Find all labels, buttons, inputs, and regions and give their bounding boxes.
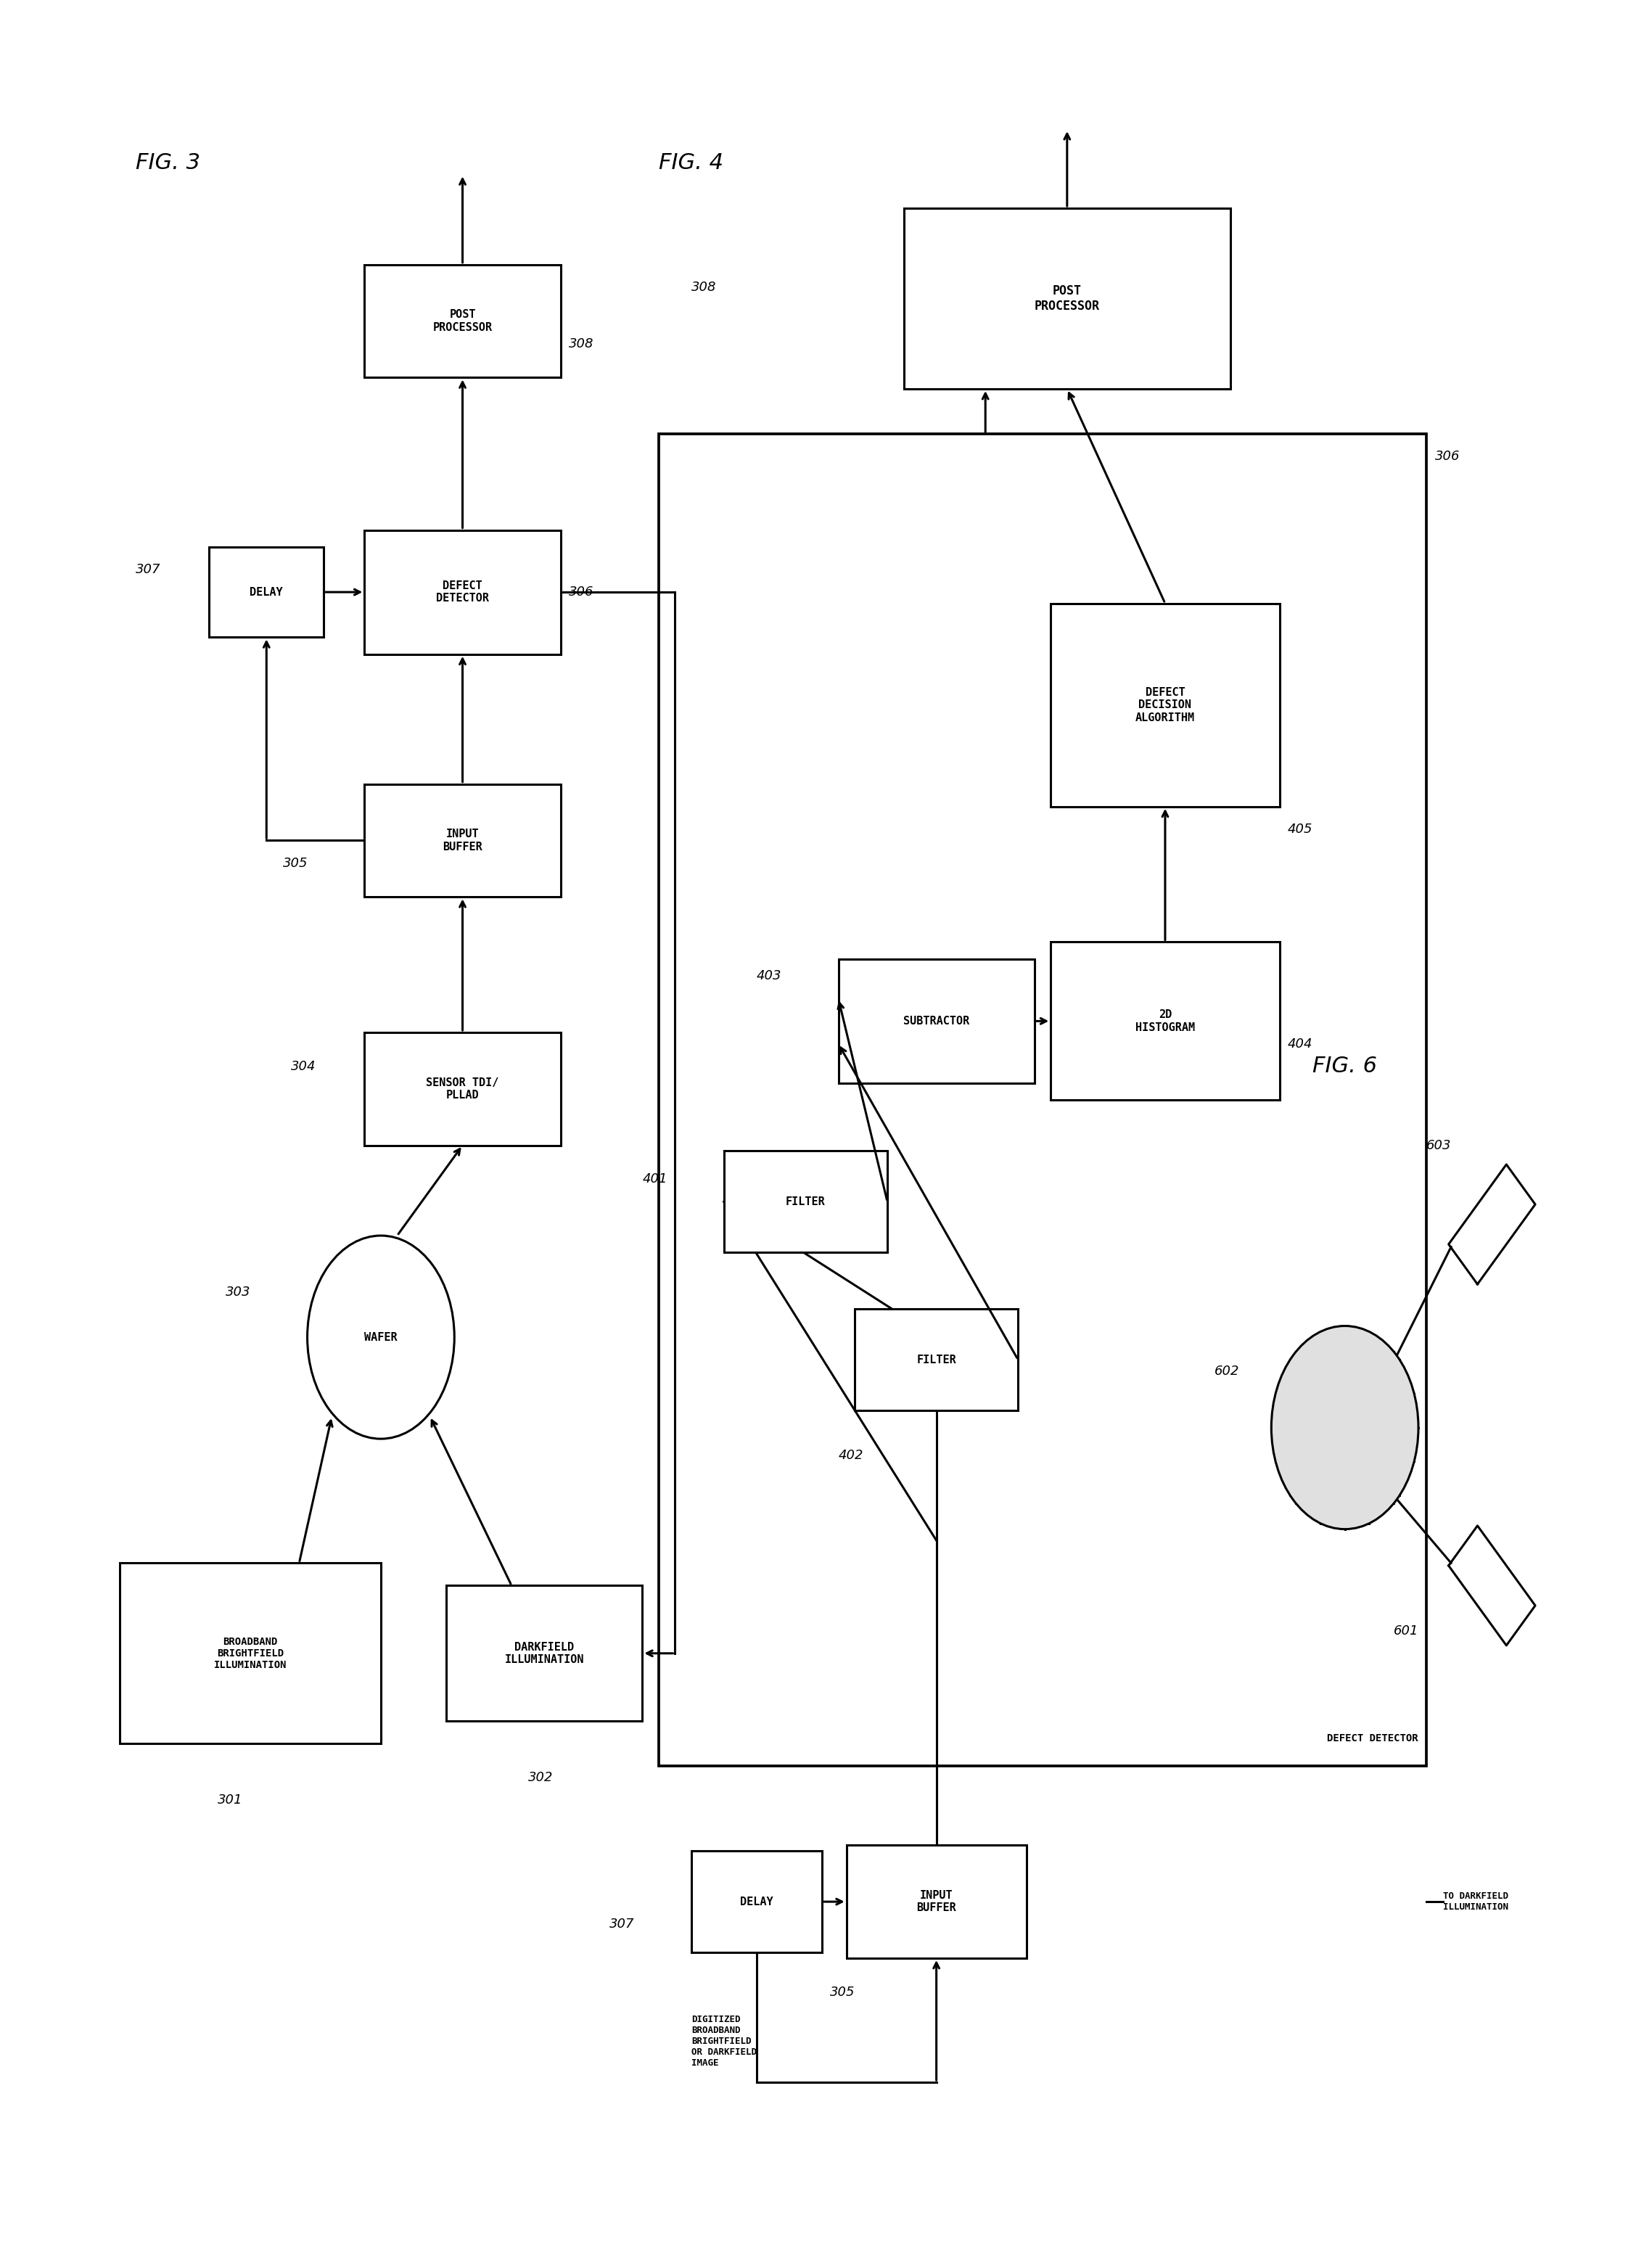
FancyBboxPatch shape [838,959,1034,1084]
Text: 603: 603 [1427,1139,1452,1152]
FancyBboxPatch shape [365,785,561,896]
Text: 602: 602 [1215,1365,1240,1377]
Text: INPUT
BUFFER: INPUT BUFFER [916,1889,957,1914]
Text: 401: 401 [643,1173,667,1186]
Text: DIGITIZED
BROADBAND
BRIGHTFIELD
OR DARKFIELD
IMAGE: DIGITIZED BROADBAND BRIGHTFIELD OR DARKF… [690,2014,756,2068]
Text: DELAY: DELAY [250,587,283,596]
Text: 308: 308 [690,281,717,295]
Text: TO DARKFIELD
ILLUMINATION: TO DARKFIELD ILLUMINATION [1443,1892,1508,1912]
Text: DEFECT
DETECTOR: DEFECT DETECTOR [436,581,488,603]
Text: 403: 403 [756,968,781,982]
Text: 307: 307 [136,562,161,576]
Text: 2D
HISTOGRAM: 2D HISTOGRAM [1136,1009,1195,1032]
Text: 308: 308 [569,338,593,349]
FancyBboxPatch shape [209,547,324,637]
Text: 301: 301 [217,1794,242,1808]
Text: 306: 306 [1435,449,1460,463]
Text: DEFECT DETECTOR: DEFECT DETECTOR [1327,1733,1419,1744]
Text: 305: 305 [283,857,307,869]
Text: 404: 404 [1287,1036,1312,1050]
Text: 306: 306 [569,585,593,599]
FancyBboxPatch shape [1051,941,1279,1100]
FancyBboxPatch shape [847,1846,1026,1957]
Text: 307: 307 [610,1919,635,1930]
FancyBboxPatch shape [855,1309,1018,1411]
FancyBboxPatch shape [690,1851,822,1953]
FancyBboxPatch shape [365,1032,561,1145]
FancyBboxPatch shape [120,1563,381,1744]
Text: DARKFIELD
ILLUMINATION: DARKFIELD ILLUMINATION [505,1642,584,1665]
FancyBboxPatch shape [723,1150,888,1252]
Circle shape [1271,1327,1419,1529]
FancyBboxPatch shape [904,209,1230,388]
Text: SUBTRACTOR: SUBTRACTOR [903,1016,970,1027]
Text: POST
PROCESSOR: POST PROCESSOR [1034,284,1100,313]
Bar [659,433,1427,1767]
Circle shape [307,1236,454,1438]
Text: POST
PROCESSOR: POST PROCESSOR [432,308,492,333]
FancyBboxPatch shape [365,265,561,376]
Text: FILTER: FILTER [786,1195,825,1207]
FancyBboxPatch shape [446,1585,643,1721]
Text: DELAY: DELAY [740,1896,773,1907]
Text: FILTER: FILTER [916,1354,957,1365]
Text: 402: 402 [838,1449,863,1463]
Text: FIG. 4: FIG. 4 [659,152,723,175]
Text: INPUT
BUFFER: INPUT BUFFER [442,828,482,853]
Text: 304: 304 [291,1059,316,1073]
Text: SENSOR TDI/
PLLAD: SENSOR TDI/ PLLAD [426,1077,498,1100]
Text: 303: 303 [225,1286,250,1300]
Text: 601: 601 [1394,1624,1419,1637]
Text: DEFECT
DECISION
ALGORITHM: DEFECT DECISION ALGORITHM [1136,687,1195,723]
Text: WAFER: WAFER [365,1331,398,1343]
FancyBboxPatch shape [365,531,561,653]
FancyBboxPatch shape [1051,603,1279,807]
Text: 302: 302 [528,1771,552,1785]
Text: FIG. 3: FIG. 3 [136,152,201,175]
Text: FIG. 6: FIG. 6 [1312,1055,1376,1077]
Text: BROADBAND
BRIGHTFIELD
ILLUMINATION: BROADBAND BRIGHTFIELD ILLUMINATION [214,1637,286,1669]
Text: 305: 305 [830,1985,855,1998]
Text: 405: 405 [1287,823,1312,835]
